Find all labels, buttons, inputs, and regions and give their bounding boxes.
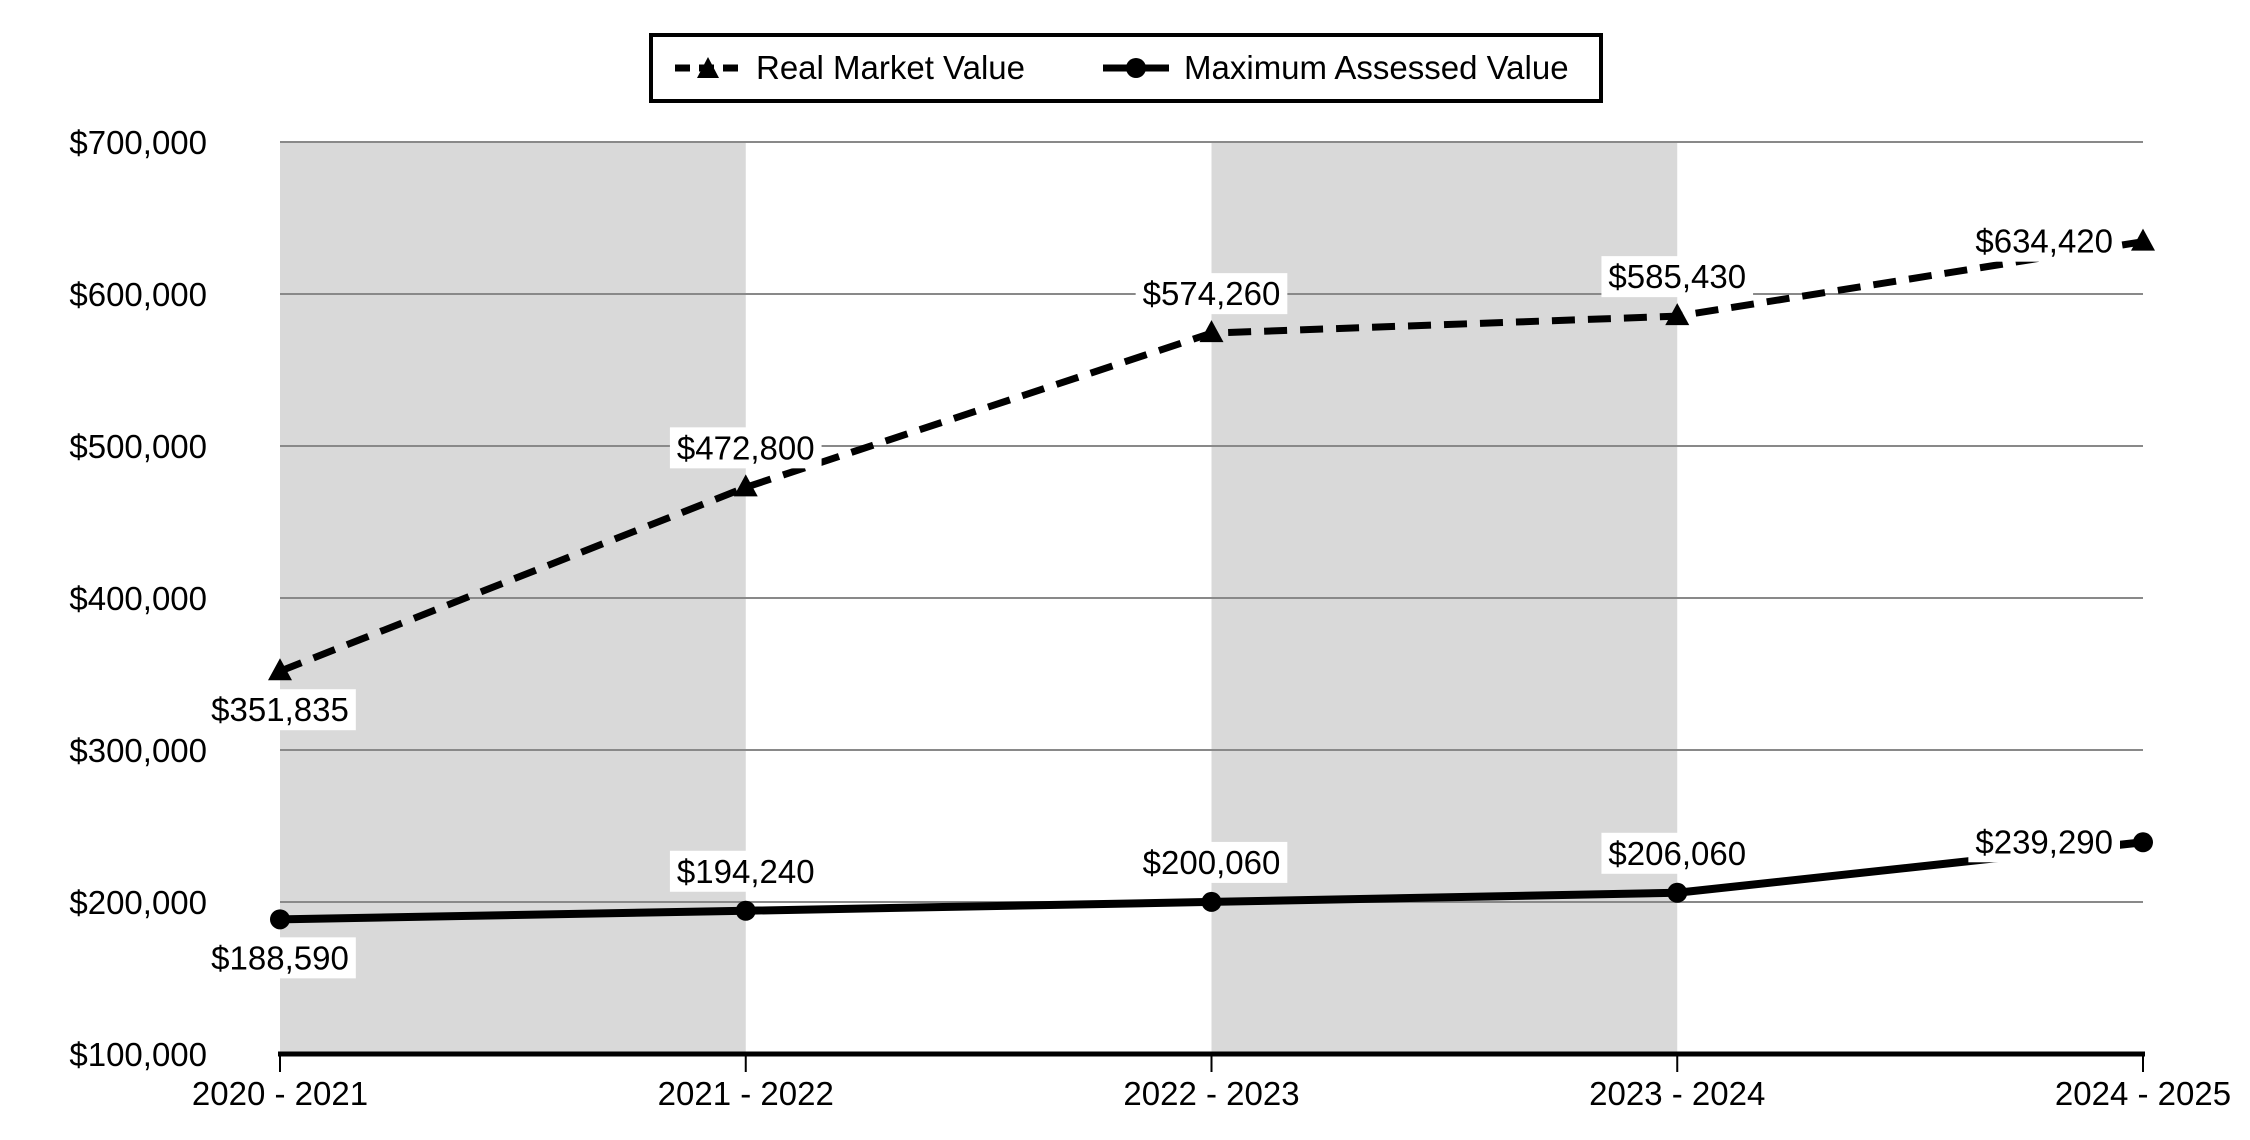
data-label-background [204, 689, 356, 731]
legend-item-maximum-assessed-value: Maximum Assessed Value [1103, 49, 1569, 87]
y-axis-tick-label: $200,000 [69, 884, 207, 921]
real-market-value-triangle-marker [268, 658, 292, 681]
x-axis-tick-label: 2024 - 2025 [2055, 1075, 2231, 1112]
real-market-value-triangle-marker [1665, 303, 1690, 326]
legend-label-maximum-assessed-value: Maximum Assessed Value [1184, 49, 1569, 86]
data-label: $634,420 [1975, 223, 2113, 260]
data-label-background [1135, 841, 1288, 883]
data-label-background [669, 850, 822, 892]
data-label: $206,060 [1608, 835, 1746, 872]
maximum-assessed-value-circle-marker [735, 900, 756, 921]
x-axis-tick-label: 2023 - 2024 [1589, 1075, 1765, 1112]
y-axis-tick-label: $600,000 [69, 276, 207, 313]
x-axis-tick-label: 2021 - 2022 [658, 1075, 834, 1112]
legend-item-real-market-value: Real Market Value [675, 49, 1025, 87]
maximum-assessed-value-circle-marker [270, 909, 290, 930]
y-axis-tick-label: $100,000 [69, 1036, 207, 1073]
data-label: $585,430 [1608, 258, 1746, 295]
y-axis-tick-label: $500,000 [69, 428, 207, 465]
data-label: $574,260 [1143, 275, 1281, 312]
y-axis-tick-label: $400,000 [69, 580, 207, 617]
data-label: $351,835 [211, 691, 349, 728]
data-label: $200,060 [1143, 844, 1281, 881]
x-axis-tick-label: 2022 - 2023 [1123, 1075, 1299, 1112]
data-label-background [1968, 220, 2120, 262]
data-label: $472,800 [677, 429, 815, 466]
y-axis-tick-label: $700,000 [69, 124, 207, 161]
data-label-background [1135, 273, 1288, 315]
legend: Real Market Value Maximum Assessed Value [649, 33, 1603, 103]
solid-line-circle-marker-icon [1103, 58, 1170, 78]
maximum-assessed-value-circle-marker [2133, 832, 2153, 853]
data-label-background [1968, 821, 2120, 863]
maximum-assessed-value-circle-marker [1667, 882, 1688, 903]
maximum-assessed-value-circle-marker [1201, 891, 1222, 912]
data-label-background [1601, 256, 1754, 298]
data-label: $239,290 [1975, 823, 2113, 860]
data-label-background [1601, 832, 1754, 874]
data-label-background [204, 937, 356, 979]
dashed-line-triangle-marker-icon [675, 57, 741, 78]
data-label: $194,240 [677, 853, 815, 890]
real-market-value-triangle-marker [1199, 320, 1224, 343]
legend-label-real-market-value: Real Market Value [756, 49, 1026, 86]
real-market-value-triangle-marker [733, 474, 758, 497]
data-label-background [669, 427, 822, 469]
data-label: $188,590 [211, 939, 349, 976]
y-axis-tick-label: $300,000 [69, 732, 207, 769]
real-market-value-triangle-marker [2131, 228, 2155, 251]
x-axis-tick-label: 2020 - 2021 [192, 1075, 368, 1112]
